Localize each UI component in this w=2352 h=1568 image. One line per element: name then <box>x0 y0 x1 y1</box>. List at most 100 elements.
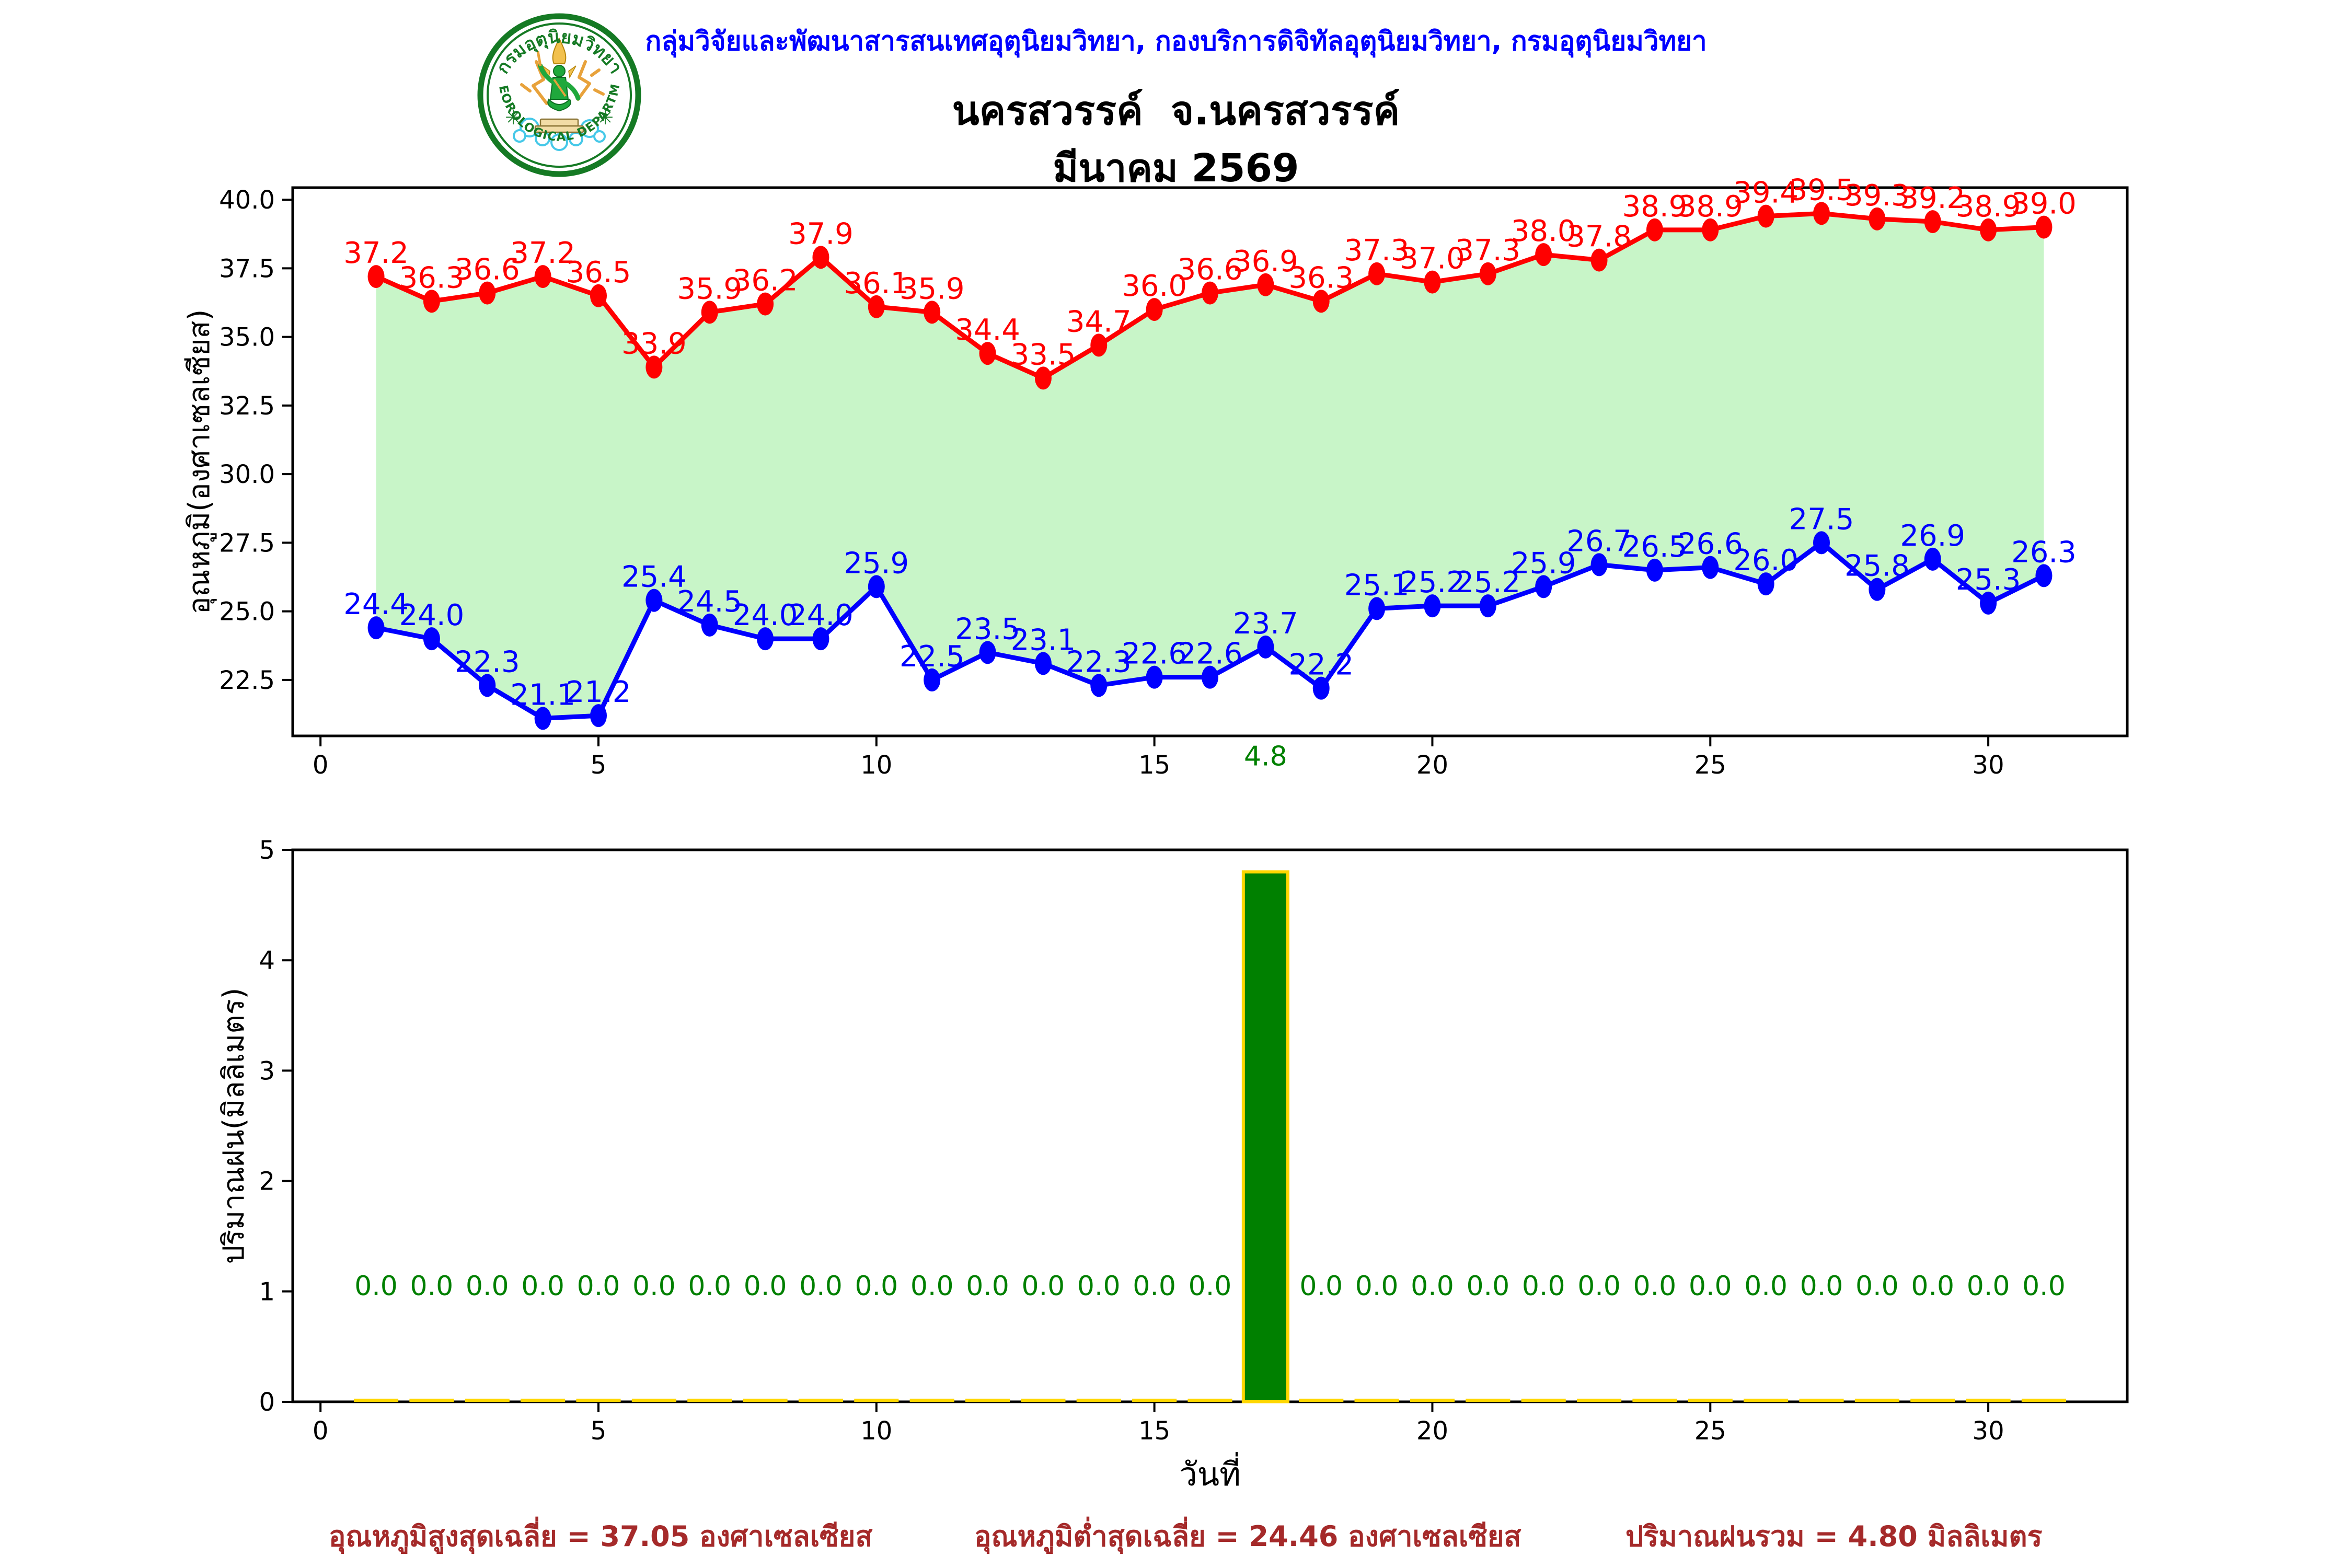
rain-value-label: 0.0 <box>1355 1271 1399 1302</box>
max-temp-value-label: 38.9 <box>1622 190 1688 224</box>
page-subtitle: มีนาคม 2569 <box>1053 146 1299 191</box>
max-temp-value-label: 36.6 <box>1178 253 1243 287</box>
min-temp-marker <box>1813 531 1830 555</box>
rain-value-label: 0.0 <box>1911 1271 1954 1302</box>
max-temp-marker <box>868 295 885 318</box>
y-tick-label: 40.0 <box>219 186 275 215</box>
rain-value-label: 0.0 <box>1577 1271 1621 1302</box>
max-temp-marker <box>1257 273 1274 296</box>
temperature-chart: 22.5 25.0 27.5 30.0 32.5 35.0 37.5 40.0 0 5 10 15 20… <box>182 173 2129 780</box>
rain-value-label: 0.0 <box>632 1271 676 1302</box>
min-temp-marker <box>1257 635 1274 659</box>
max-temp-marker <box>1924 210 1941 234</box>
min-temp-value-label: 22.3 <box>1066 645 1132 679</box>
rainfall-chart: 0 1 2 3 4 5 0 5 10 15 20 25 30 ปริมาณฝน(มิลลิเมตร) วัน… <box>217 741 2129 1493</box>
min-temp-value-label: 24.5 <box>677 585 742 619</box>
x-tick-label: 5 <box>591 751 607 780</box>
max-temp-value-label: 37.3 <box>1344 234 1410 268</box>
min-temp-marker <box>2035 564 2053 587</box>
rain-value-label: 0.0 <box>2022 1271 2066 1302</box>
y-axis-label: อุณหภูมิ(องศาเซลเซียส) <box>182 309 217 615</box>
min-temp-marker <box>1479 594 1496 618</box>
page-title: นครสวรรค์ จ.นครสวรรค์ <box>952 87 1400 134</box>
min-temp-value-label: 22.6 <box>1122 637 1187 671</box>
department-logo-icon: ✳ ✳ กรมอุตุนิยมวิทยา METEOROLOGICAL DEPA… <box>476 10 641 177</box>
max-temp-marker <box>924 301 941 324</box>
rain-value-label: 0.0 <box>354 1271 398 1302</box>
min-temp-value-label: 27.5 <box>1789 502 1854 536</box>
max-temp-value-label: 37.2 <box>343 236 409 270</box>
max-temp-value-label: 35.9 <box>677 272 742 306</box>
max-temp-value-label: 33.5 <box>1011 338 1076 372</box>
max-temp-value-label: 37.3 <box>1455 234 1520 268</box>
min-temp-marker <box>1312 676 1330 700</box>
max-temp-value-label: 36.2 <box>733 264 798 298</box>
min-temp-value-label: 25.3 <box>1956 563 2021 597</box>
rain-value-label: 0.0 <box>744 1271 787 1302</box>
max-temp-marker <box>1479 262 1496 285</box>
rain-bar <box>1241 870 1289 1403</box>
max-temp-marker <box>423 290 440 313</box>
max-temp-marker <box>1146 298 1163 321</box>
max-temp-marker <box>1090 333 1108 357</box>
rain-value-label: 4.8 <box>1244 741 1287 772</box>
rain-value-label: 0.0 <box>1189 1271 1232 1302</box>
x-tick-label: 20 <box>1416 751 1448 780</box>
min-temp-value-label: 22.2 <box>1288 648 1354 682</box>
max-temp-marker <box>479 281 496 305</box>
max-temp-marker <box>701 301 718 324</box>
min-temp-value-label: 26.5 <box>1622 530 1688 564</box>
min-temp-value-label: 25.2 <box>1400 566 1465 599</box>
rain-value-label: 0.0 <box>577 1271 620 1302</box>
max-temp-value-label: 38.0 <box>1511 214 1576 248</box>
logo-stars-icon: ✳ ✳ <box>505 106 614 129</box>
rain-value-label: 0.0 <box>1077 1271 1121 1302</box>
min-temp-marker <box>1757 572 1774 596</box>
max-temp-value-label: 37.8 <box>1566 220 1632 254</box>
max-temp-value-label: 36.3 <box>1288 261 1354 295</box>
max-temp-marker <box>1702 218 1719 241</box>
min-temp-marker <box>1702 556 1719 579</box>
min-temp-value-label: 26.3 <box>2011 535 2077 569</box>
max-temp-value-label: 37.2 <box>510 236 575 270</box>
x-tick-label: 10 <box>860 1416 892 1446</box>
min-temp-value-label: 26.7 <box>1566 524 1632 558</box>
min-temp-value-label: 25.2 <box>1455 566 1520 599</box>
chart-frame <box>291 848 2129 1403</box>
min-temp-marker <box>423 627 440 651</box>
y-tick-label: 0 <box>259 1388 275 1417</box>
min-temp-marker <box>1090 674 1108 697</box>
rain-value-label: 0.0 <box>1800 1271 1843 1302</box>
min-temp-marker <box>1646 558 1663 582</box>
logo-deity-icon <box>534 37 584 133</box>
min-temp-marker <box>1368 597 1386 620</box>
min-temp-marker <box>479 674 496 697</box>
rain-value-label: 0.0 <box>1522 1271 1565 1302</box>
min-temp-value-label: 24.0 <box>399 598 465 632</box>
rain-value-label: 0.0 <box>1133 1271 1176 1302</box>
min-temp-value-label: 22.6 <box>1178 637 1243 671</box>
min-temp-marker <box>1146 665 1163 689</box>
max-temp-marker <box>1368 262 1386 285</box>
min-temp-value-label: 22.3 <box>455 645 520 679</box>
max-temp-marker <box>1590 248 1608 272</box>
min-temp-value-label: 23.5 <box>955 612 1020 646</box>
max-temp-marker <box>1424 270 1441 294</box>
summary-rain-total: ปริมาณฝนรวม = 4.80 มิลลิเมตร <box>1625 1520 2043 1553</box>
max-temp-marker <box>812 246 829 269</box>
y-tick-label: 37.5 <box>219 254 275 283</box>
min-temp-marker <box>868 575 885 598</box>
y-tick-label: 30.0 <box>219 460 275 489</box>
x-tick-label: 25 <box>1694 1416 1726 1446</box>
min-temp-marker <box>924 668 941 691</box>
max-temp-marker <box>367 265 385 289</box>
min-temp-marker <box>979 641 996 664</box>
max-temp-value-label: 36.3 <box>399 261 465 295</box>
y-tick-label: 3 <box>259 1056 275 1086</box>
min-temp-value-label: 25.8 <box>1844 549 1910 583</box>
max-temp-marker <box>2035 215 2053 239</box>
rain-value-label: 0.0 <box>1299 1271 1343 1302</box>
max-temp-marker <box>1312 290 1330 313</box>
y-tick-label: 22.5 <box>219 666 275 695</box>
min-temp-marker <box>367 616 385 640</box>
